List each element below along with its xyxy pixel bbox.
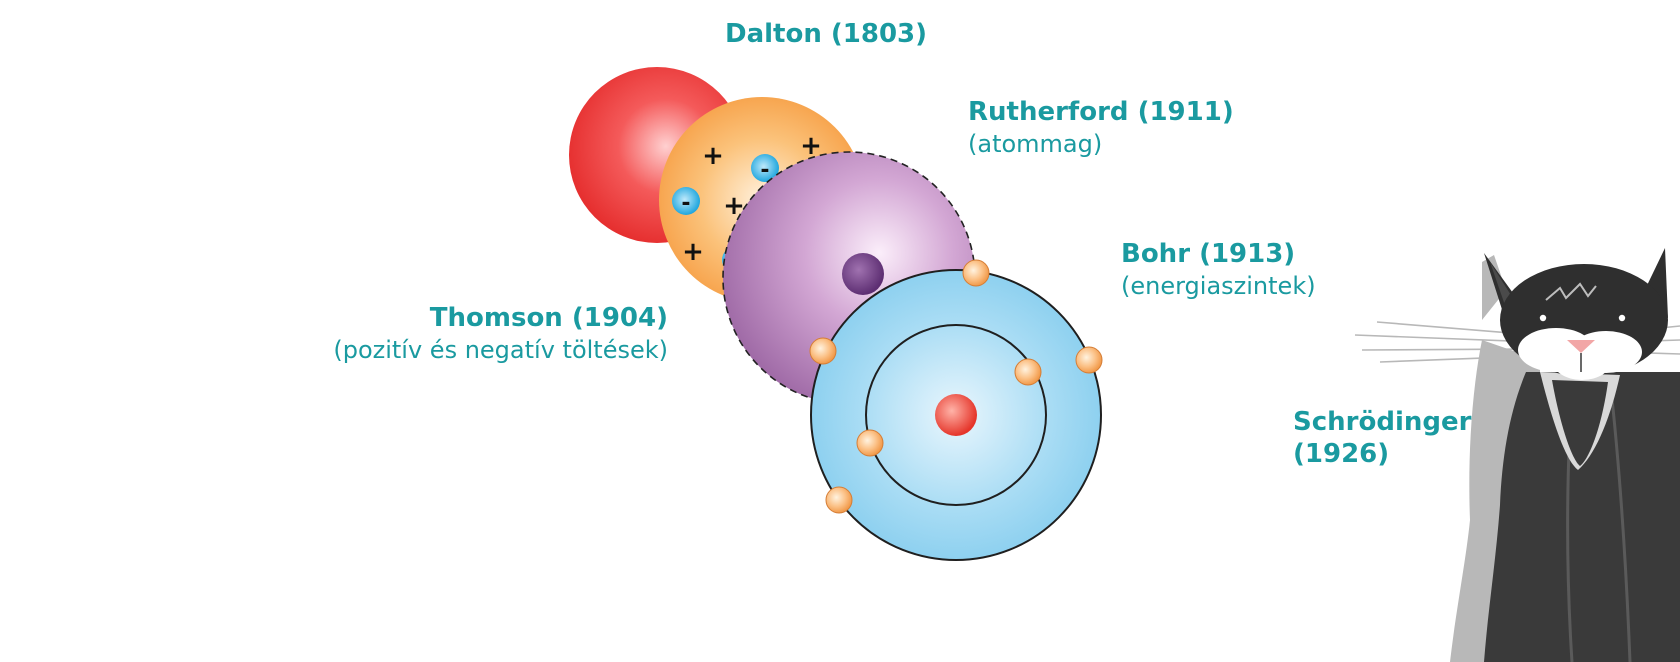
bohr-note: (energiaszintek) [1121, 272, 1316, 300]
schrodinger-year: (1926) [1293, 439, 1390, 469]
rutherford-note: (atommag) [968, 130, 1103, 158]
rutherford-label: Rutherford (1911) (atommag) [968, 96, 1234, 160]
thomson-name: Thomson (1904) [429, 303, 668, 333]
schrodinger-label: Schrödinger (1926) [1293, 406, 1471, 470]
thomson-minus-1: - [760, 158, 769, 183]
rutherford-nucleus-icon [842, 253, 884, 295]
thomson-plus-3: + [723, 191, 745, 221]
bohr-nucleus-icon [935, 394, 977, 436]
thomson-plus-2: + [800, 131, 822, 161]
thomson-plus-4: + [682, 237, 704, 267]
bohr-label: Bohr (1913) (energiaszintek) [1121, 238, 1316, 302]
bohr-model-icon [809, 259, 1103, 561]
schrodinger-name: Schrödinger [1293, 407, 1472, 437]
schrodinger-cat-icon [1354, 248, 1680, 662]
thomson-minus-2: - [681, 191, 690, 216]
thomson-note: (pozitív és negatív töltések) [333, 336, 668, 364]
rutherford-name: Rutherford (1911) [968, 97, 1234, 127]
thomson-label: Thomson (1904) (pozitív és negatív tölté… [333, 302, 668, 366]
bohr-electrons [809, 259, 1103, 514]
bohr-name: Bohr (1913) [1121, 239, 1296, 269]
dalton-label: Dalton (1803) [725, 18, 927, 50]
thomson-plus-1: + [702, 141, 724, 171]
dalton-name: Dalton (1803) [725, 19, 928, 49]
bohr-inner-orbit [865, 324, 1047, 506]
